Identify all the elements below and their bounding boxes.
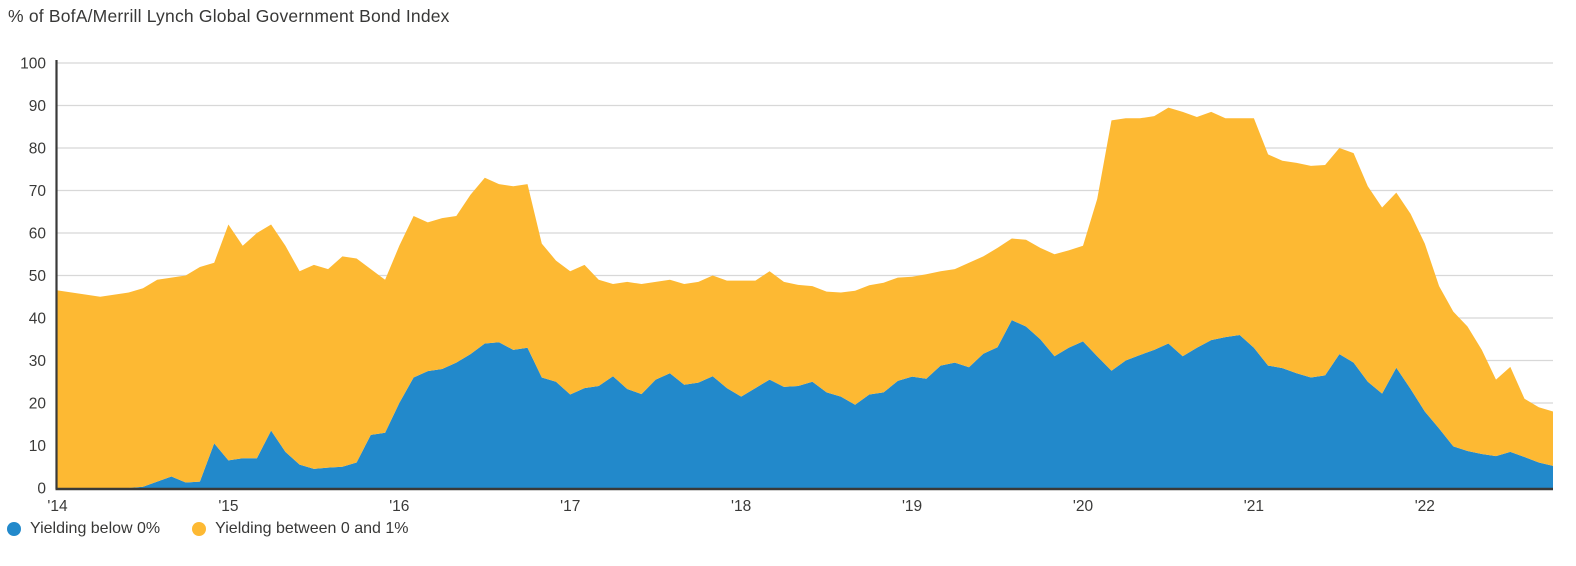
- legend-label-between-0-1: Yielding between 0 and 1%: [215, 520, 409, 537]
- x-tick-label-19: '19: [902, 498, 922, 515]
- y-tick-label-70: 70: [29, 183, 47, 200]
- x-tick-label-16: '16: [389, 498, 409, 515]
- chart-title: % of BofA/Merrill Lynch Global Governmen…: [8, 6, 450, 26]
- y-tick-label-80: 80: [29, 141, 47, 158]
- y-tick-label-10: 10: [29, 438, 47, 455]
- x-tick-label-22: '22: [1415, 498, 1435, 515]
- y-tick-label-20: 20: [29, 396, 47, 413]
- legend-item-below-0: Yielding below 0%: [7, 520, 160, 538]
- y-tick-label-100: 100: [20, 56, 46, 73]
- y-tick-label-0: 0: [37, 481, 46, 498]
- x-tick-label-17: '17: [560, 498, 580, 515]
- x-tick-label-18: '18: [731, 498, 751, 515]
- legend-item-between-0-1: Yielding between 0 and 1%: [192, 520, 408, 538]
- y-tick-label-60: 60: [29, 226, 47, 243]
- area-yielding-below-0: [57, 320, 1553, 488]
- chart-legend: Yielding below 0% Yielding between 0 and…: [7, 520, 408, 538]
- y-tick-label-30: 30: [29, 353, 47, 370]
- y-tick-label-40: 40: [29, 311, 47, 328]
- y-tick-label-50: 50: [29, 268, 47, 285]
- x-tick-label-14: '14: [47, 498, 68, 515]
- area-yielding-between-0-and-1: [57, 107, 1553, 488]
- x-tick-label-15: '15: [218, 498, 238, 515]
- x-tick-label-21: '21: [1244, 498, 1264, 515]
- legend-dot-below-0-icon: [7, 522, 21, 536]
- legend-label-below-0: Yielding below 0%: [30, 520, 161, 537]
- legend-dot-between-0-1-icon: [192, 522, 207, 536]
- y-tick-label-90: 90: [29, 98, 47, 115]
- x-tick-label-20: '20: [1073, 498, 1094, 515]
